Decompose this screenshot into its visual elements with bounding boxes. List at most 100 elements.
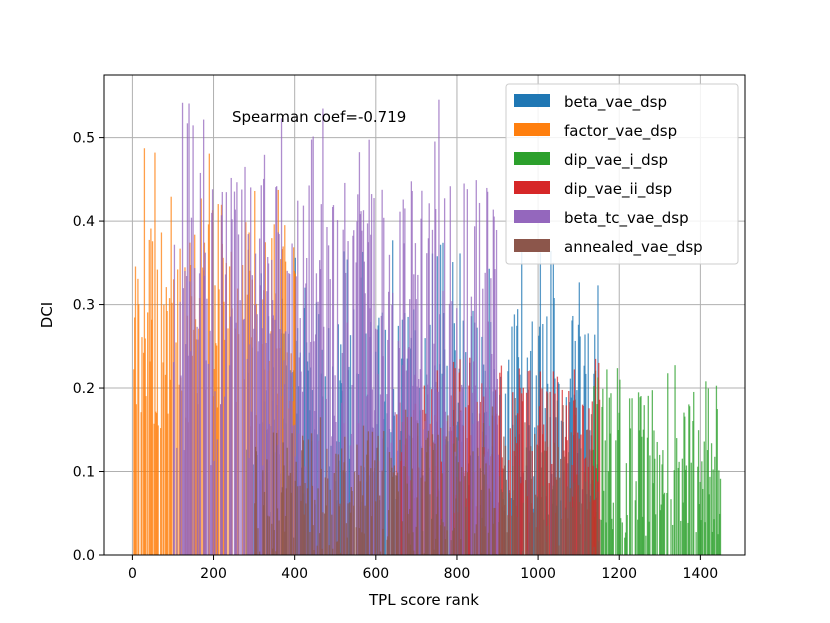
beta_vae_dsp-bar	[306, 361, 309, 555]
annealed_vae_dsp-bar	[506, 532, 508, 555]
annealed_vae_dsp-bar	[275, 551, 277, 555]
beta_tc_vae_dsp-bar	[415, 299, 417, 555]
beta_tc_vae_dsp-bar	[364, 293, 366, 555]
annealed_vae_dsp-bar	[512, 499, 515, 555]
annealed_vae_dsp-bar	[291, 433, 293, 555]
beta_vae_dsp-bar	[594, 334, 596, 555]
annealed_vae_dsp-bar	[508, 518, 510, 555]
annealed_vae_dsp-bar	[484, 526, 486, 555]
beta_tc_vae_dsp-bar	[310, 341, 312, 555]
beta_vae_dsp-bar	[418, 387, 421, 555]
dip_vae_ii_dsp-bar	[469, 357, 471, 555]
dip_vae_i_dsp-bar	[708, 494, 710, 555]
beta_tc_vae_dsp-bar	[253, 328, 255, 555]
annealed_vae_dsp-bar	[359, 481, 361, 555]
dip_vae_ii_dsp-bar	[593, 500, 595, 555]
dip_vae_ii_dsp-bar	[572, 400, 575, 555]
beta_vae_dsp-bar	[576, 390, 578, 555]
dip_vae_i_dsp-bar	[659, 510, 662, 555]
beta_tc_vae_dsp-bar	[326, 227, 328, 555]
annealed_vae_dsp-bar	[364, 505, 366, 555]
beta_vae_dsp-bar	[571, 320, 573, 555]
annealed_vae_dsp-bar	[350, 487, 352, 555]
annealed_vae_dsp-bar	[299, 485, 301, 555]
beta_vae_dsp-bar	[499, 376, 502, 555]
beta_tc_vae_dsp-bar	[492, 209, 494, 556]
beta_vae_dsp-bar	[560, 420, 563, 555]
beta_tc_vae_dsp-bar	[401, 365, 404, 555]
dip_vae_ii_dsp-bar	[436, 370, 438, 555]
annealed_vae_dsp-bar	[417, 423, 419, 555]
dip_vae_i_dsp-bar	[715, 385, 718, 555]
annealed_vae_dsp-bar	[376, 447, 378, 555]
beta_vae_dsp-bar	[324, 376, 326, 555]
beta_tc_vae_dsp-bar	[280, 118, 283, 555]
beta_vae_dsp-bar	[489, 491, 491, 555]
dip_vae_ii_dsp-bar	[495, 389, 497, 555]
dip_vae_ii_dsp-bar	[439, 427, 442, 555]
annealed_vae_dsp-bar	[558, 545, 560, 555]
factor_vae_dsp-bar	[281, 249, 283, 556]
beta_vae_dsp-bar	[289, 370, 292, 555]
annealed_vae_dsp-bar	[386, 539, 388, 555]
dip_vae_i_dsp-bar	[711, 531, 714, 555]
beta_tc_vae_dsp-bar	[456, 308, 458, 555]
y-tick-label: 0.2	[73, 381, 95, 397]
annealed_vae_dsp-bar	[258, 551, 261, 555]
beta_tc_vae_dsp-bar	[213, 460, 215, 555]
beta_vae_dsp-bar	[572, 315, 574, 555]
beta_tc_vae_dsp-bar	[362, 210, 365, 555]
dip_vae_ii_dsp-bar	[576, 474, 578, 555]
beta_vae_dsp-bar	[318, 314, 320, 555]
dip_vae_i_dsp-bar	[702, 488, 704, 555]
annealed_vae_dsp-bar	[508, 493, 511, 555]
beta_tc_vae_dsp-bar	[378, 460, 380, 555]
annealed_vae_dsp-bar	[547, 514, 550, 555]
beta_vae_dsp-bar	[511, 326, 513, 555]
dip_vae_ii_dsp-bar	[458, 372, 460, 555]
annealed_vae_dsp-bar	[353, 471, 356, 555]
beta_vae_dsp-bar	[285, 365, 288, 555]
legend-label: annealed_vae_dsp	[564, 238, 703, 257]
beta_tc_vae_dsp-bar	[491, 353, 493, 555]
beta_tc_vae_dsp-bar	[351, 384, 353, 555]
dip_vae_ii_dsp-bar	[598, 399, 601, 555]
annealed_vae_dsp-bar	[577, 474, 579, 555]
dip_vae_ii_dsp-bar	[521, 401, 524, 555]
beta_tc_vae_dsp-bar	[214, 391, 216, 555]
factor_vae_dsp-bar	[134, 317, 136, 555]
beta_tc_vae_dsp-bar	[220, 215, 223, 555]
dip_vae_i_dsp-bar	[687, 522, 689, 555]
beta_vae_dsp-bar	[304, 287, 306, 555]
annealed_vae_dsp-bar	[272, 432, 275, 555]
beta_vae_dsp-bar	[568, 402, 571, 555]
beta_tc_vae_dsp-bar	[241, 189, 243, 555]
beta_tc_vae_dsp-bar	[382, 356, 384, 555]
annealed_vae_dsp-bar	[413, 550, 415, 555]
annealed_vae_dsp-bar	[303, 514, 305, 555]
annealed_vae_dsp-bar	[273, 530, 275, 555]
beta_tc_vae_dsp-bar	[188, 103, 190, 555]
annealed_vae_dsp-bar	[437, 434, 439, 555]
dip_vae_i_dsp-bar	[649, 455, 651, 555]
beta_tc_vae_dsp-bar	[279, 329, 281, 555]
dip_vae_i_dsp-bar	[605, 522, 607, 555]
annealed_vae_dsp-bar	[585, 430, 588, 555]
beta_tc_vae_dsp-bar	[427, 238, 430, 555]
beta_tc_vae_dsp-bar	[247, 234, 249, 556]
dip_vae_i_dsp-bar	[641, 436, 643, 555]
annealed_vae_dsp-bar	[349, 502, 351, 555]
beta_tc_vae_dsp-bar	[242, 319, 245, 555]
beta_vae_dsp-bar	[516, 325, 518, 555]
annealed_vae_dsp-bar	[541, 452, 543, 555]
dip_vae_ii_dsp-bar	[522, 387, 524, 555]
factor_vae_dsp-bar	[195, 339, 197, 555]
dip_vae_i_dsp-bar	[652, 483, 654, 555]
dip_vae_ii_dsp-bar	[595, 468, 597, 555]
annealed_vae_dsp-bar	[383, 430, 385, 555]
annealed_vae_dsp-bar	[285, 488, 288, 555]
dip_vae_i_dsp-bar	[646, 437, 649, 555]
factor_vae_dsp-bar	[194, 319, 197, 555]
factor_vae_dsp-bar	[294, 273, 296, 555]
dip_vae_i_dsp-bar	[597, 377, 599, 555]
